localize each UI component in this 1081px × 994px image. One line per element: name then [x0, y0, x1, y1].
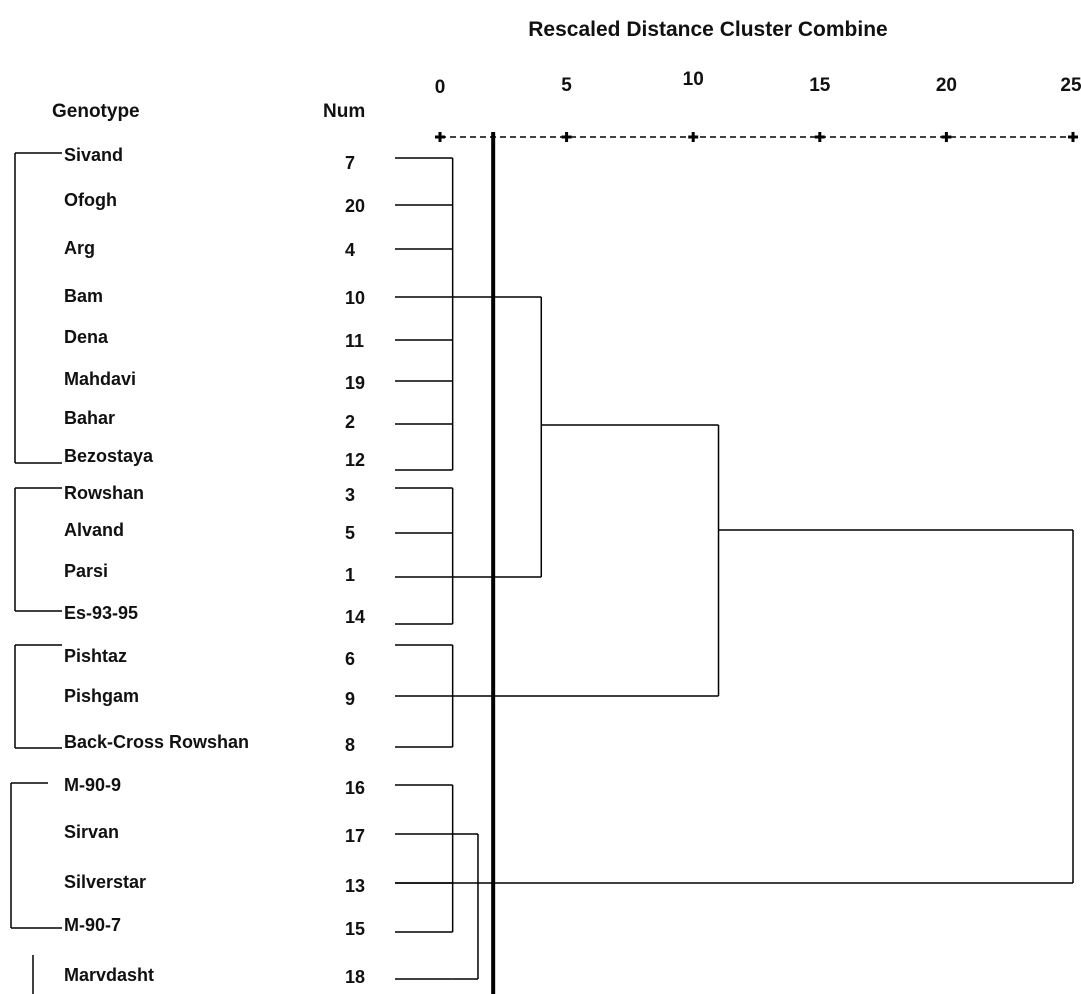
leaf-num-label: 13	[345, 876, 365, 896]
axis-tick-label: 20	[936, 75, 957, 96]
leaf-num-label: 1	[345, 565, 355, 585]
leaf-num-label: 18	[345, 967, 365, 987]
leaf-num-label: 5	[345, 523, 355, 543]
genotype-brackets	[10, 152, 62, 994]
distance-axis: 0 5 10 15 20 25	[435, 69, 1081, 142]
leaf-num-label: 20	[345, 196, 365, 216]
leaf-genotype-label: Bam	[64, 286, 103, 306]
dendrogram-branches	[395, 157, 1074, 980]
leaf-genotype-label: Mahdavi	[64, 369, 136, 389]
leaf-genotype-label: Alvand	[64, 520, 124, 540]
leaf-genotype-label: Pishtaz	[64, 646, 127, 666]
leaf-num-label: 17	[345, 826, 365, 846]
axis-tick	[435, 132, 445, 142]
chart-title: Rescaled Distance Cluster Combine	[528, 18, 887, 41]
leaf-genotype-label: Rowshan	[64, 483, 144, 503]
leaf-genotype-label: Pishgam	[64, 686, 139, 706]
leaf-num-label: 11	[345, 331, 364, 351]
axis-tick	[688, 132, 699, 142]
num-column-header: Num	[323, 101, 365, 122]
axis-tick-label: 25	[1060, 75, 1081, 96]
leaf-num-label: 6	[345, 649, 355, 669]
leaf-num-label: 19	[345, 373, 365, 393]
leaf-genotype-label: Sirvan	[64, 822, 119, 842]
leaf-num-label: 7	[345, 153, 355, 173]
axis-tick	[561, 132, 572, 142]
leaf-num-label: 10	[345, 288, 365, 308]
leaf-num-label: 12	[345, 450, 365, 470]
leaf-num-label: 15	[345, 919, 365, 939]
leaf-num-label: 8	[345, 735, 355, 755]
axis-tick-label: 15	[809, 75, 831, 96]
axis-tick-label: 10	[683, 69, 704, 90]
genotype-group-bracket	[14, 152, 62, 464]
genotype-column-header: Genotype	[52, 101, 140, 122]
axis-tick	[1068, 132, 1078, 142]
leaf-num-label: 9	[345, 689, 355, 709]
leaf-genotype-label: M-90-9	[64, 775, 121, 795]
leaf-genotype-label: Es-93-95	[64, 603, 138, 623]
axis-tick	[941, 132, 952, 142]
leaf-genotype-label: Back-Cross Rowshan	[64, 732, 249, 752]
leaf-genotype-label: Bezostaya	[64, 446, 154, 466]
genotype-group-bracket	[10, 782, 62, 929]
leaf-num-label: 2	[345, 412, 355, 432]
leaf-num-label: 3	[345, 485, 355, 505]
leaf-genotype-label: Parsi	[64, 561, 108, 581]
leaf-genotype-label: M-90-7	[64, 915, 121, 935]
leaf-genotype-label: Arg	[64, 238, 95, 258]
leaf-genotype-label: Ofogh	[64, 190, 117, 210]
leaf-num-label: 14	[345, 607, 365, 627]
genotype-group-bracket	[14, 644, 62, 749]
leaf-num-label: 4	[345, 240, 355, 260]
genotype-group-bracket	[14, 487, 62, 612]
leaf-num-label: 16	[345, 778, 365, 798]
axis-tick	[814, 132, 825, 142]
leaf-genotype-label: Marvdasht	[64, 965, 154, 985]
leaf-genotype-label: Silverstar	[64, 872, 146, 892]
axis-tick-label: 0	[435, 77, 446, 98]
leaf-genotype-label: Bahar	[64, 408, 115, 428]
leaf-genotype-label: Sivand	[64, 145, 123, 165]
leaf-genotype-label: Dena	[64, 327, 109, 347]
axis-tick-label: 5	[561, 75, 572, 96]
